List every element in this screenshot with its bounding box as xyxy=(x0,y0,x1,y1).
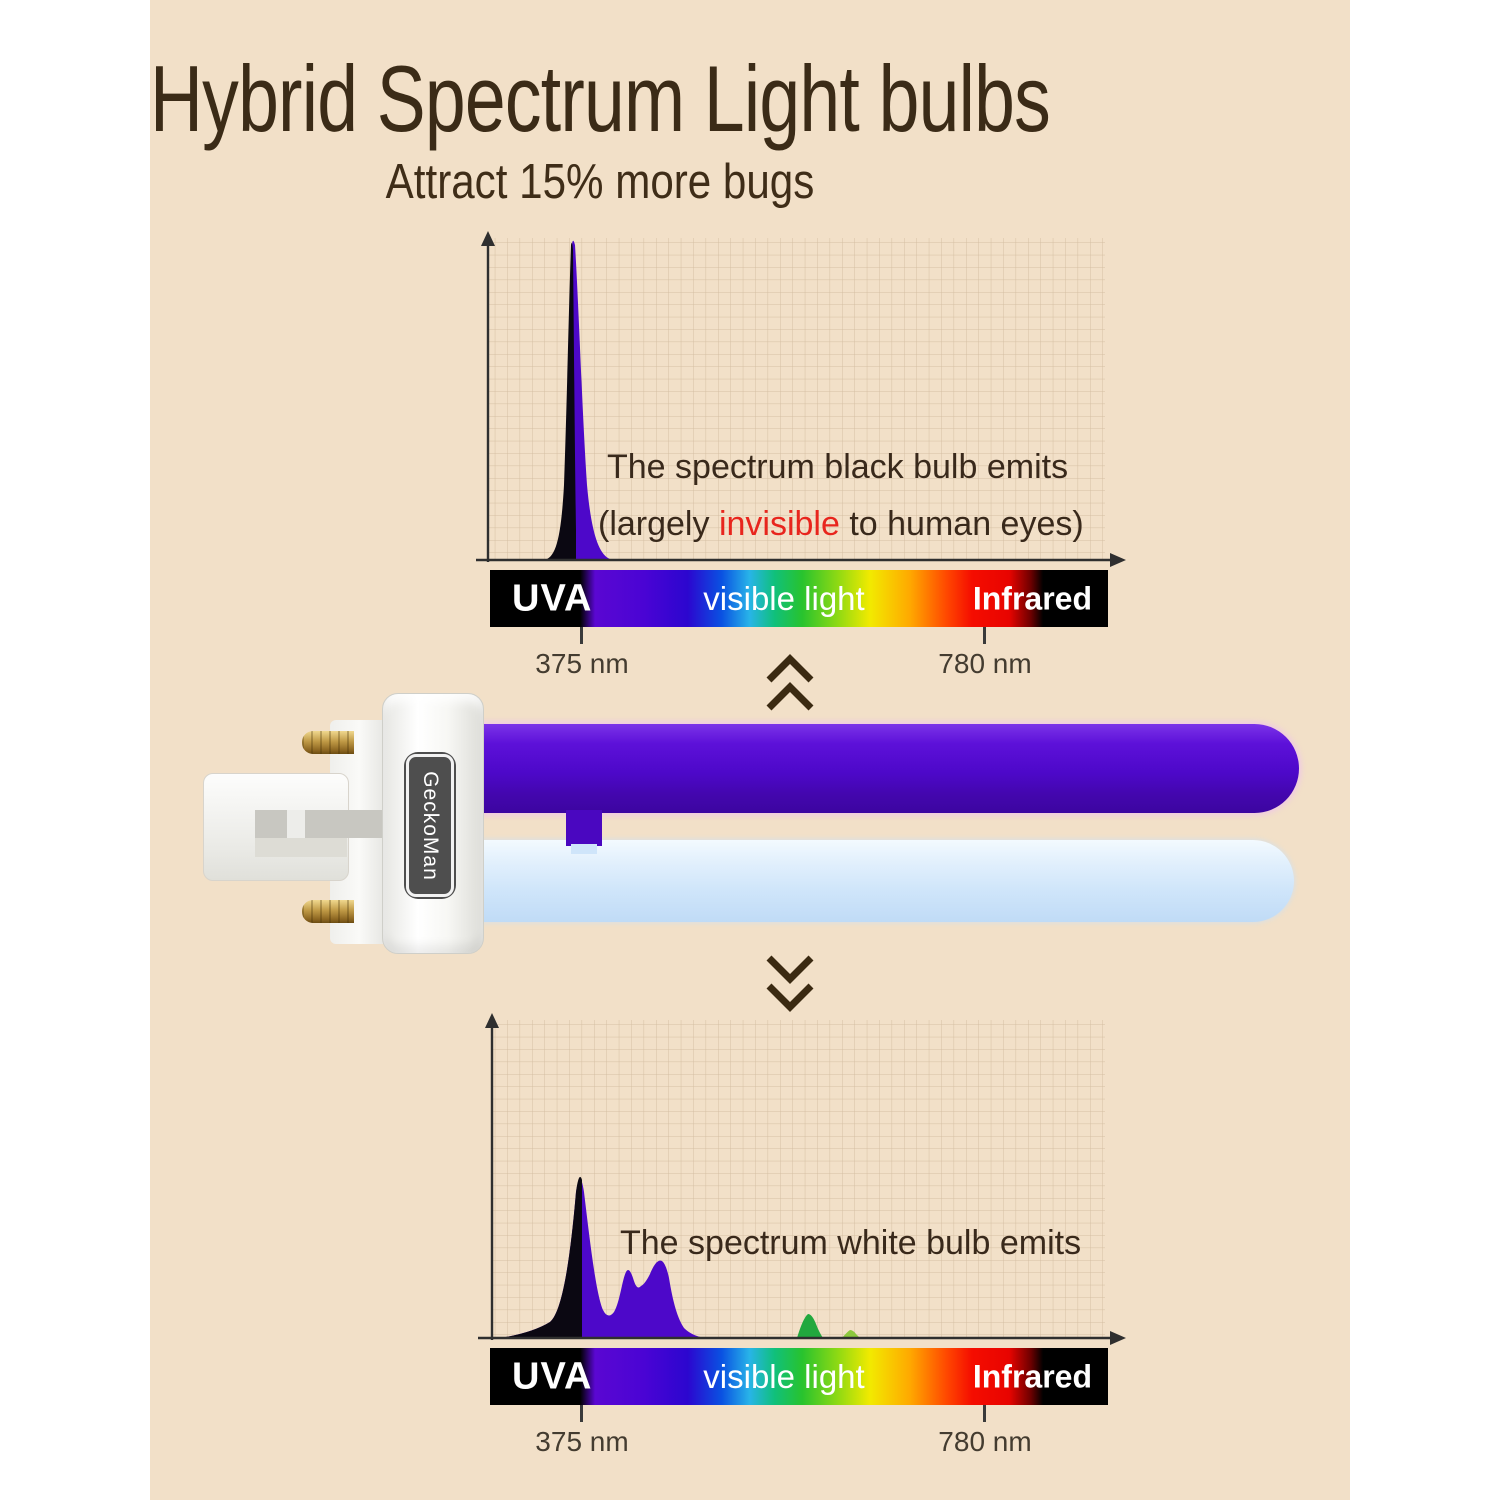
note-prefix: (largely xyxy=(598,505,719,543)
page-title: Hybrid Spectrum Light bulbs xyxy=(150,46,1051,151)
wavelength-bar-bottom: UVA visible light Infrared xyxy=(490,1348,1108,1405)
black-bulb-spectrum-plot xyxy=(476,231,1126,567)
uv-peak-black xyxy=(544,242,576,560)
black-bulb-spectrum-chart: The spectrum black bulb emits (largely i… xyxy=(470,230,1130,575)
white-tube-blue xyxy=(477,840,1294,922)
y-axis-arrow xyxy=(481,231,495,246)
tick-375nm-bottom xyxy=(580,1405,583,1422)
white-bulb-spectrum-plot xyxy=(478,1013,1126,1345)
contact-pin-top xyxy=(302,731,354,754)
tick-780nm-bottom xyxy=(983,1405,986,1422)
bracket-slot xyxy=(255,810,383,838)
x-axis-arrow xyxy=(1110,1331,1126,1345)
grid-background xyxy=(488,238,1105,560)
infrared-label: Infrared xyxy=(972,580,1092,616)
uva-label: UVA xyxy=(512,577,593,619)
brand-badge: GeckoMan xyxy=(404,752,456,899)
black-bulb-caption: The spectrum black bulb emits xyxy=(607,448,1069,486)
tube-bridge-blue xyxy=(571,844,597,854)
visible-light-label: visible light xyxy=(703,1357,865,1395)
chevron-down-icon xyxy=(766,955,814,1012)
tick-label-780nm-top: 780 nm xyxy=(938,648,1032,679)
chevron-up-icon xyxy=(766,654,814,711)
green-emission-peak xyxy=(797,1314,823,1338)
tick-375nm-top xyxy=(580,627,583,644)
uv-peak-purple xyxy=(548,240,614,560)
tick-780nm-top xyxy=(983,627,986,644)
brand-name: GeckoMan xyxy=(419,770,443,881)
contact-pin-bottom xyxy=(302,900,354,923)
visible-light-label: visible light xyxy=(703,579,865,617)
white-bulb-caption: The spectrum white bulb emits xyxy=(620,1224,1082,1262)
uv-tube-purple xyxy=(477,724,1299,813)
x-axis-arrow xyxy=(1110,553,1126,567)
tube-bridge-purple xyxy=(566,810,602,846)
page-subtitle: Attract 15% more bugs xyxy=(385,155,815,209)
white-bulb-spectrum-chart: The spectrum white bulb emits xyxy=(470,1012,1130,1348)
bracket-slot-key xyxy=(287,810,305,838)
yellow-green-emission-peak xyxy=(842,1330,860,1338)
tick-label-780nm-bottom: 780 nm xyxy=(938,1426,1032,1457)
note-suffix: to human eyes) xyxy=(839,505,1084,543)
tick-label-375nm-bottom: 375 nm xyxy=(535,1426,629,1457)
brand-badge-frame: GeckoMan xyxy=(406,754,454,897)
bracket-slot-shadow xyxy=(255,838,347,857)
y-axis-arrow xyxy=(485,1013,499,1028)
tick-label-375nm-top: 375 nm xyxy=(535,648,629,679)
violet-emission-purple xyxy=(500,1179,705,1338)
infrared-label: Infrared xyxy=(972,1358,1092,1394)
note-invisible-highlight: invisible xyxy=(718,505,840,543)
wavelength-bar-top: UVA visible light Infrared xyxy=(490,570,1108,627)
uva-label: UVA xyxy=(512,1355,593,1397)
black-bulb-note: (largely invisible to human eyes) xyxy=(598,505,1084,544)
violet-emission-black xyxy=(500,1176,582,1338)
